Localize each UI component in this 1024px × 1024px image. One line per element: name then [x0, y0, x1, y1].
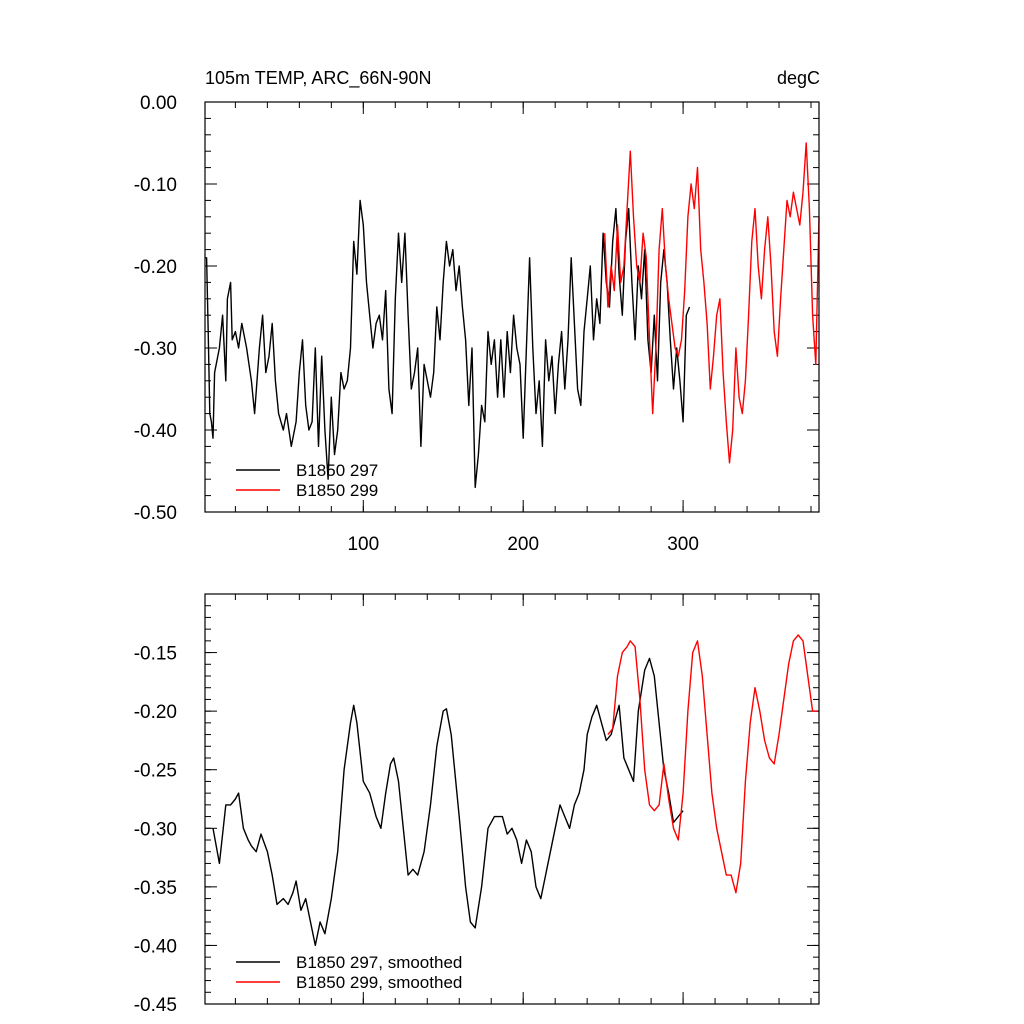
top-units: degC	[777, 68, 820, 88]
x-tick-label: 100	[347, 534, 379, 555]
top-title: 105m TEMP, ARC_66N-90N	[205, 68, 431, 89]
bottom-series-299-line	[607, 634, 818, 894]
y-tick-label: -0.25	[134, 761, 177, 782]
top-legend: B1850 297 B1850 299	[236, 461, 378, 500]
bottom-plot-frame	[204, 593, 820, 1005]
y-tick-label: -0.20	[134, 702, 177, 723]
y-tick-label: -0.20	[134, 257, 177, 278]
legend-label-299: B1850 299	[296, 481, 378, 500]
x-tick-label: 200	[507, 534, 539, 555]
top-panel: 105m TEMP, ARC_66N-90N degC 100 200 300 -0.…	[134, 68, 820, 555]
y-tick-label: 0.00	[140, 93, 177, 114]
bottom-series-lines	[212, 634, 818, 947]
y-tick-label: -0.15	[134, 644, 177, 665]
bottom-axis-ticks: -0.45 -0.40 -0.35 -0.30 -0.25 -0.20 -0.15	[134, 594, 819, 1016]
legend-label-299-smoothed: B1850 299, smoothed	[296, 973, 462, 992]
top-axis-ticks: 100 200 300 -0.50 -0.40 -0.30 -0.20 -0.10 0.00	[134, 93, 819, 555]
bottom-series-297-line	[212, 657, 684, 947]
y-tick-label: -0.30	[134, 339, 177, 360]
x-tick-label: 300	[667, 534, 699, 555]
top-plot-frame	[204, 101, 820, 513]
top-series-299-line	[604, 142, 820, 464]
top-series-lines	[205, 142, 820, 489]
y-tick-label: -0.10	[134, 175, 177, 196]
y-tick-label: -0.30	[134, 819, 177, 840]
legend-label-297: B1850 297	[296, 461, 378, 480]
y-tick-label: -0.35	[134, 878, 177, 899]
y-tick-label: -0.50	[134, 503, 177, 524]
bottom-panel: -0.45 -0.40 -0.35 -0.30 -0.25 -0.20 -0.15 B185…	[134, 593, 820, 1016]
y-tick-label: -0.40	[134, 936, 177, 957]
y-tick-label: -0.40	[134, 421, 177, 442]
y-tick-label: -0.45	[134, 995, 177, 1016]
legend-label-297-smoothed: B1850 297, smoothed	[296, 953, 462, 972]
bottom-legend: B1850 297, smoothed B1850 299, smoothed	[236, 953, 462, 992]
